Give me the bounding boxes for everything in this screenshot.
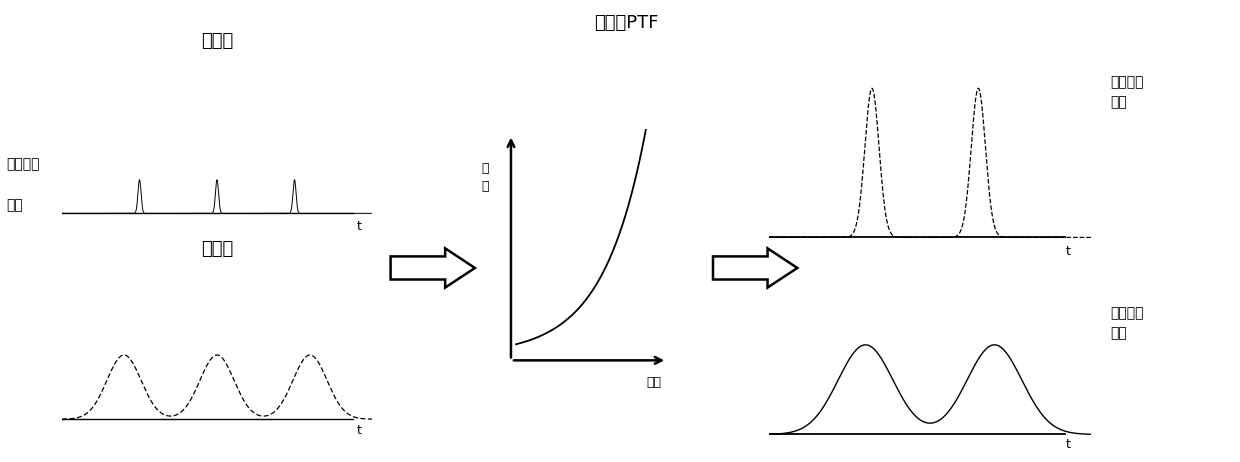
Text: 增
益: 增 益 [481,162,489,193]
Text: 功率: 功率 [647,377,662,389]
Text: 平均功率: 平均功率 [6,157,40,171]
Text: 非线性PTF: 非线性PTF [594,14,658,32]
Text: 无色散: 无色散 [201,32,233,50]
Polygon shape [391,249,475,287]
Text: 平均功率
较高: 平均功率 较高 [1110,76,1143,109]
Text: 有色散: 有色散 [201,240,233,258]
Text: 平均功率
较低: 平均功率 较低 [1110,307,1143,340]
Text: t: t [357,424,362,437]
Text: t: t [1066,245,1071,258]
Polygon shape [713,249,797,287]
Text: t: t [357,220,362,233]
Text: t: t [1066,438,1071,451]
Text: 相同: 相同 [6,199,24,213]
